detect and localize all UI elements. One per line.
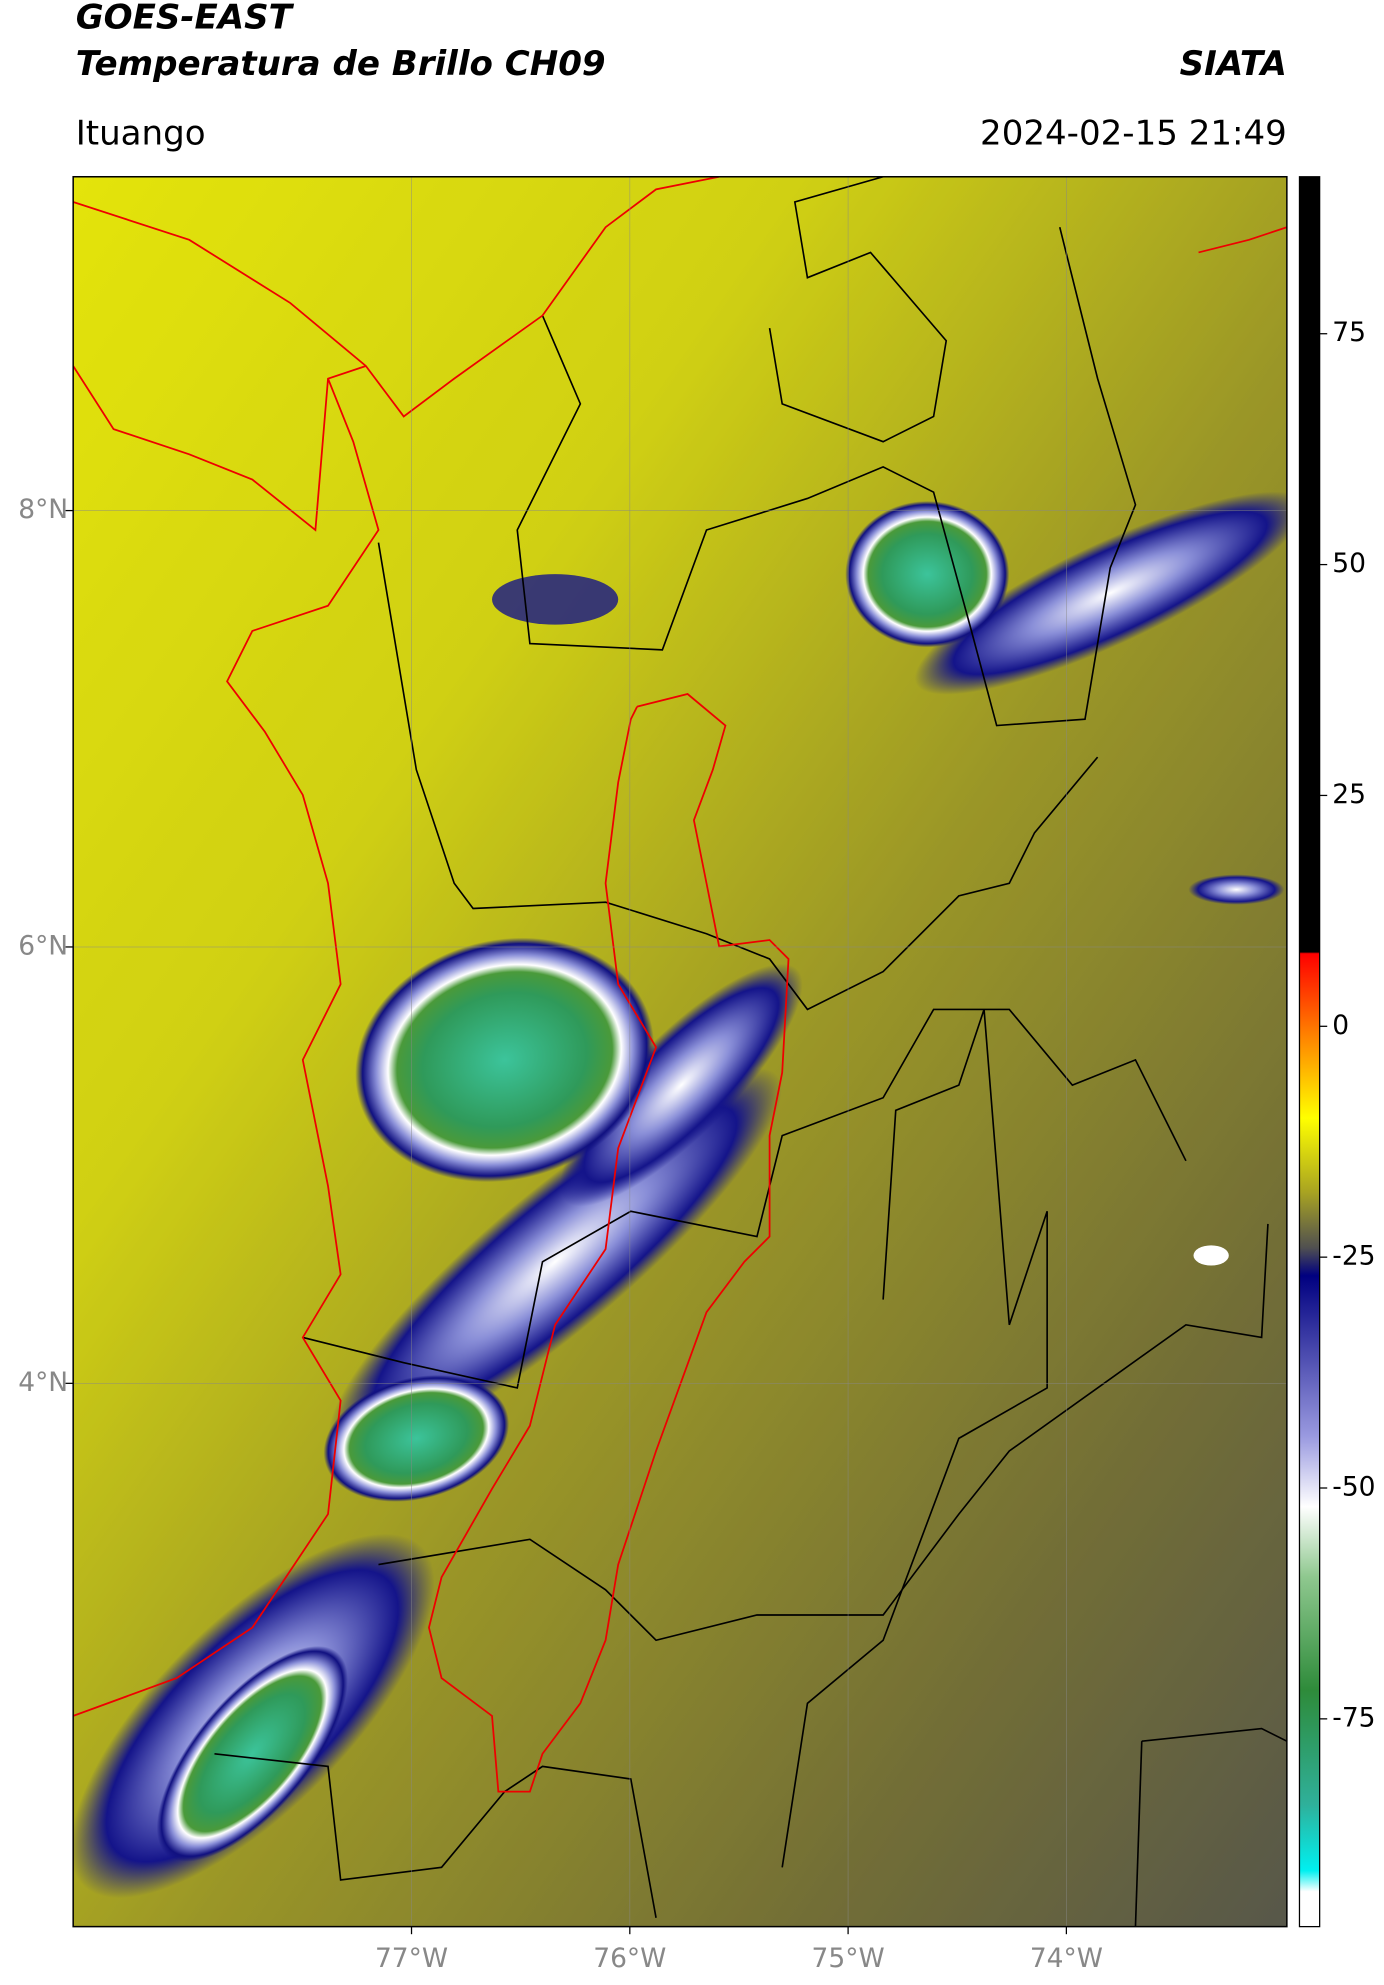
y-tick-label: 4°N [18,1367,68,1398]
source: SIATA [1180,44,1287,84]
colorbar [1298,176,1321,1928]
colorbar-tick-label: 25 [1332,779,1366,810]
colorbar-tick-label: 75 [1332,317,1366,348]
colorbar-tick-label: -75 [1332,1702,1375,1733]
x-tick-label: 76°W [593,1943,666,1974]
x-tick-label: 74°W [1030,1943,1103,1974]
x-tick-label: 77°W [375,1943,448,1974]
colorbar-tick-label: 0 [1332,1010,1349,1041]
x-tick-label: 75°W [812,1943,885,1974]
timestamp: 2024-02-15 21:49 [980,114,1287,154]
map-image [73,176,1287,1927]
subtitle: Temperatura de Brillo CH09 [76,44,606,84]
location: Ituango [76,114,206,154]
grid [73,176,1287,1927]
y-tick-label: 6°N [18,930,68,961]
colorbar-tick-label: -50 [1332,1472,1375,1503]
colorbar-tick-label: -25 [1332,1241,1375,1272]
map-frame [72,175,1288,1928]
colorbar-tick-label: 50 [1332,548,1366,579]
y-tick-label: 8°N [18,494,68,525]
title: GOES-EAST [76,0,295,38]
